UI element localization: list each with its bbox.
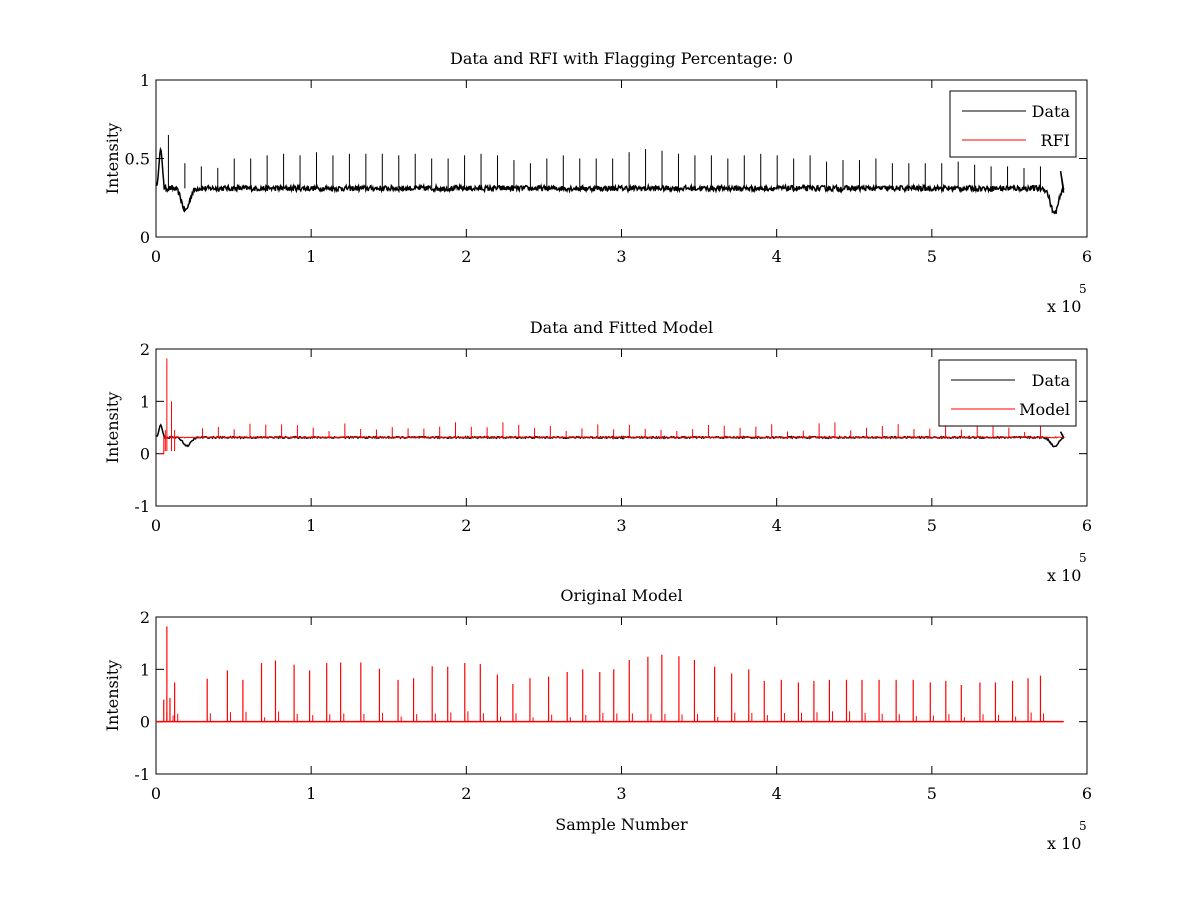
- x-tick-label: 0: [151, 784, 161, 803]
- model-line: [159, 436, 1064, 455]
- y-tick-label: 0: [140, 713, 150, 732]
- plot-area: [156, 134, 1065, 215]
- x-multiplier: x 10: [1047, 297, 1081, 316]
- y-axis-label: Intensity: [103, 392, 122, 464]
- x-tick-label: 4: [772, 247, 782, 266]
- chart-title: Original Model: [560, 586, 682, 605]
- x-tick-label: 4: [772, 784, 782, 803]
- x-tick-label: 1: [306, 247, 316, 266]
- y-tick-label: 2: [140, 608, 150, 627]
- y-tick-label: 1: [140, 660, 150, 679]
- plot-area: [156, 358, 1065, 455]
- x-tick-label: 5: [927, 516, 937, 535]
- y-tick-label: 1: [140, 392, 150, 411]
- x-tick-label: 3: [616, 784, 626, 803]
- y-tick-label: 0: [140, 445, 150, 464]
- legend-label: RFI: [1041, 131, 1070, 150]
- x-tick-label: 6: [1082, 784, 1092, 803]
- x-tick-label: 6: [1082, 247, 1092, 266]
- legend-box: [938, 359, 1077, 427]
- x-axis-label: Sample Number: [555, 815, 688, 834]
- y-tick-label: -1: [134, 765, 150, 784]
- x-tick-label: 2: [461, 247, 471, 266]
- x-tick-label: 5: [927, 784, 937, 803]
- axes-box: [155, 79, 1088, 238]
- x-tick-label: 4: [772, 516, 782, 535]
- chart-title: Data and Fitted Model: [530, 318, 713, 337]
- y-tick-label: 1: [140, 71, 150, 90]
- x-tick-label: 3: [616, 247, 626, 266]
- x-tick-label: 6: [1082, 516, 1092, 535]
- x-multiplier-exponent: 5: [1079, 551, 1087, 565]
- x-tick-label: 2: [461, 784, 471, 803]
- legend: Data RFI: [949, 90, 1077, 158]
- x-tick-label: 2: [461, 516, 471, 535]
- plot-area: [156, 626, 1064, 723]
- x-tick-label: 1: [306, 784, 316, 803]
- y-tick-label: 0: [140, 228, 150, 247]
- y-tick-label: 2: [140, 340, 150, 359]
- x-multiplier: x 10: [1047, 566, 1081, 585]
- data-line: [156, 423, 1065, 448]
- legend-box: [949, 90, 1077, 158]
- x-multiplier-exponent: 5: [1079, 819, 1087, 833]
- x-tick-label: 0: [151, 516, 161, 535]
- y-axis-label: Intensity: [103, 660, 122, 732]
- subplot-1: Data and RFI with Flagging Percentage: 0…: [103, 49, 1092, 316]
- chart-title: Data and RFI with Flagging Percentage: 0: [450, 49, 793, 68]
- x-tick-label: 5: [927, 247, 937, 266]
- x-tick-label: 3: [616, 516, 626, 535]
- legend: Data Model: [938, 359, 1077, 427]
- x-tick-label: 1: [306, 516, 316, 535]
- legend-label: Model: [1019, 400, 1070, 419]
- data-line: [156, 146, 1065, 215]
- x-multiplier-exponent: 5: [1079, 282, 1087, 296]
- y-axis-label: Intensity: [103, 123, 122, 195]
- subplot-3: Original Model Intensity Sample Number 0 1 2 3…: [103, 586, 1092, 853]
- legend-label: Data: [1032, 371, 1071, 390]
- y-tick-label: 0.5: [125, 150, 150, 169]
- x-multiplier: x 10: [1047, 834, 1081, 853]
- x-tick-label: 0: [151, 247, 161, 266]
- legend-label: Data: [1032, 102, 1071, 121]
- y-tick-label: -1: [134, 497, 150, 516]
- axes-box: [155, 616, 1088, 775]
